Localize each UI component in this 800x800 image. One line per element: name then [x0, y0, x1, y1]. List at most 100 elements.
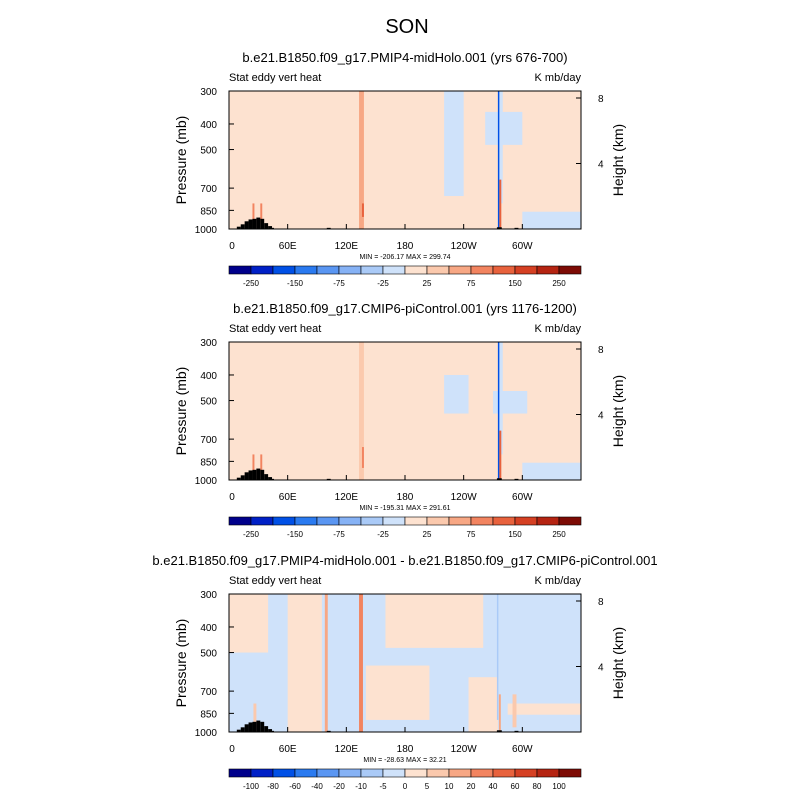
y-tick-label: 850 [200, 206, 217, 217]
terrain-block [248, 470, 253, 480]
colorbar-swatch [470, 265, 494, 275]
field-patch [485, 111, 523, 145]
field-patch [359, 342, 364, 480]
x-tick-label: 60W [512, 744, 533, 755]
colorbar-swatch [404, 768, 428, 778]
field-patch [359, 594, 363, 732]
colorbar-swatch [360, 265, 384, 275]
field-patch [287, 594, 322, 732]
field-patch [498, 694, 501, 732]
terrain-block [264, 223, 269, 229]
x-tick-label: 120W [451, 492, 478, 503]
field-patch [497, 91, 500, 229]
colorbar-label: -25 [377, 530, 389, 539]
panels: b.e21.B1850.f09_g17.PMIP4-midHolo.001 (y… [152, 50, 657, 791]
colorbar-label: -150 [287, 279, 304, 288]
field-patch [499, 430, 502, 480]
field-patch [341, 91, 357, 229]
terrain-block [252, 469, 257, 480]
x-tick-label: 120E [335, 492, 359, 503]
terrain-block [326, 730, 331, 732]
x-tick-label: 60E [279, 744, 297, 755]
terrain-block [244, 472, 249, 480]
field-patch [252, 203, 255, 224]
y-tick-label: 1000 [195, 225, 218, 236]
field-patch [496, 594, 499, 720]
colorbar-swatch [294, 768, 318, 778]
terrain-block [236, 226, 241, 229]
terrain-block [252, 721, 257, 732]
terrain-block [240, 475, 245, 480]
colorbar-swatch [558, 265, 582, 275]
colorbar-swatch [426, 516, 450, 526]
height-tick-label: 4 [598, 411, 604, 422]
terrain-block [272, 730, 274, 732]
y-tick-label: 500 [200, 397, 217, 408]
y-tick-label: 1000 [195, 728, 218, 739]
x-tick-label: 60W [512, 492, 533, 503]
colorbar-label: -40 [311, 782, 323, 791]
colorbar-swatch [316, 768, 340, 778]
colorbar-swatch [448, 516, 472, 526]
y2-axis-title: Height (km) [610, 627, 626, 699]
field-patch [260, 203, 263, 224]
colorbar-swatch [448, 265, 472, 275]
colorbar-swatch [514, 768, 538, 778]
terrain-block [264, 474, 269, 480]
colorbar-label: 80 [533, 782, 542, 791]
terrain-block [260, 469, 265, 480]
terrain-block [256, 217, 261, 229]
terrain-block [244, 221, 249, 229]
colorbar-swatch [404, 516, 428, 526]
field-patch [361, 447, 364, 468]
terrain [236, 217, 519, 229]
colorbar-swatch [492, 265, 516, 275]
colorbar-swatch [272, 768, 296, 778]
terrain-block [272, 227, 274, 229]
colorbar-swatch [338, 265, 362, 275]
colorbar-label: 25 [423, 530, 432, 539]
x-tick-label: 120E [335, 241, 359, 252]
colorbar-label: 250 [552, 279, 566, 288]
colorbar-swatch [382, 516, 406, 526]
colorbar-label: -75 [333, 530, 345, 539]
y-tick-label: 300 [200, 338, 217, 349]
field-patch [522, 211, 581, 229]
panel-2: b.e21.B1850.f09_g17.CMIP6-piControl.001 … [173, 301, 626, 539]
field-patch [522, 462, 581, 480]
panel-title: b.e21.B1850.f09_g17.PMIP4-midHolo.001 - … [152, 553, 657, 568]
colorbar-swatch [514, 265, 538, 275]
terrain-block [236, 477, 241, 480]
colorbar-label: -250 [243, 279, 260, 288]
colorbar-swatch [426, 768, 450, 778]
colorbar-label: 150 [508, 279, 522, 288]
y-axis-title: Pressure (mb) [173, 116, 189, 205]
colorbar-swatch [536, 265, 560, 275]
colorbar-label: -20 [333, 782, 345, 791]
colorbar-swatch [316, 516, 340, 526]
y-tick-label: 300 [200, 87, 217, 98]
field-patch [260, 454, 263, 475]
terrain-block [236, 729, 241, 732]
terrain-block [514, 730, 519, 732]
x-tick-label: 180 [397, 492, 414, 503]
terrain-block [244, 724, 249, 732]
field-patch [341, 342, 357, 480]
colorbar-label: -250 [243, 530, 260, 539]
colorbar-label: 5 [425, 782, 430, 791]
x-tick-label: 0 [229, 492, 235, 503]
colorbar-swatch [228, 768, 252, 778]
field-patch [493, 390, 528, 414]
colorbar-label: 250 [552, 530, 566, 539]
colorbar-swatch [228, 265, 252, 275]
y-tick-label: 850 [200, 457, 217, 468]
y-tick-label: 850 [200, 709, 217, 720]
terrain [236, 720, 519, 732]
colorbar: -250 -150 -75 -25 25 75 150 250 [228, 516, 582, 539]
height-tick-label: 8 [598, 345, 604, 356]
x-tick-label: 60W [512, 241, 533, 252]
colorbar-swatch [382, 768, 406, 778]
field-patch [253, 703, 257, 732]
x-tick-label: 120E [335, 744, 359, 755]
colorbar-label: 0 [403, 782, 408, 791]
